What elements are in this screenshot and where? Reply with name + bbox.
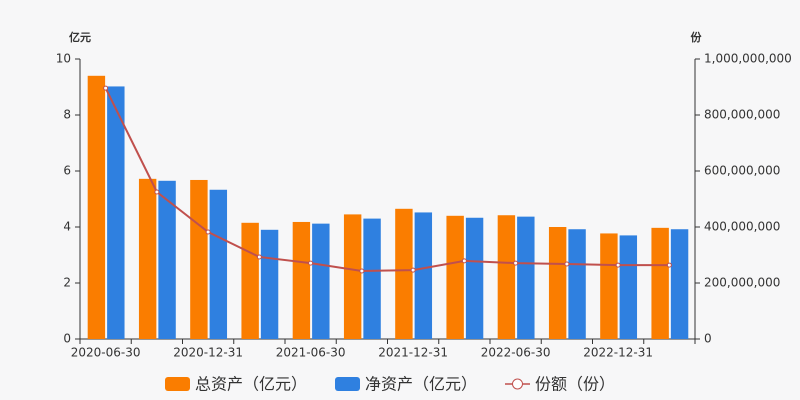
bar [87, 75, 106, 340]
x-tick-label: 2020-12-31 [173, 346, 243, 360]
line-point [205, 229, 211, 235]
y-tick-label: 6 [63, 164, 71, 178]
y-axis-label: 亿元 [69, 30, 91, 44]
x-tick-label: 2021-06-30 [276, 346, 346, 360]
line-point [154, 189, 160, 195]
x-tick-label: 2022-12-31 [583, 346, 653, 360]
legend-swatch [512, 378, 523, 390]
line-point [513, 260, 519, 266]
line-point [666, 262, 672, 268]
x-tick-label: 2021-12-31 [378, 346, 448, 360]
bar [465, 217, 484, 339]
line-point [564, 261, 570, 267]
bar [517, 216, 535, 339]
y2-tick-label: 0 [704, 332, 712, 346]
line-point [256, 254, 262, 260]
y2-tick-label: 1,000,000,000 [704, 52, 792, 66]
bar [651, 227, 669, 339]
line-point [103, 85, 109, 91]
bar [292, 221, 311, 339]
bar [497, 215, 516, 339]
legend-label: 总资产（亿元） [195, 375, 307, 394]
bar [209, 189, 228, 339]
legend-swatch [165, 377, 190, 391]
x-tick-label: 2022-06-30 [481, 346, 551, 360]
bar [363, 218, 381, 339]
y2-tick-label: 600,000,000 [704, 164, 780, 178]
bar [343, 214, 362, 339]
bar [138, 178, 157, 339]
bar [190, 179, 208, 339]
y-tick-label: 4 [63, 220, 71, 234]
y-tick-label: 10 [56, 52, 71, 66]
bar [312, 223, 330, 339]
legend-label: 份额（份） [535, 375, 615, 394]
y2-tick-label: 800,000,000 [704, 108, 780, 122]
line-point [410, 267, 416, 273]
bar [446, 215, 464, 339]
bar [260, 229, 279, 339]
y2-tick-label: 400,000,000 [704, 220, 780, 234]
y2-tick-label: 200,000,000 [704, 276, 780, 290]
y-tick-label: 2 [63, 276, 71, 290]
bar [241, 222, 259, 339]
bar [158, 180, 176, 339]
bar [619, 235, 638, 339]
bar [395, 208, 413, 339]
line-point [461, 258, 467, 264]
y2-axis-label: 份 [691, 30, 703, 44]
line-point [308, 260, 314, 266]
bar [600, 233, 618, 339]
bar [414, 212, 433, 339]
line-point [359, 268, 365, 274]
bar [107, 86, 125, 339]
line [104, 87, 670, 272]
y-tick-label: 8 [63, 108, 71, 122]
y-tick-label: 0 [63, 332, 71, 346]
bar [568, 229, 586, 339]
bar [548, 227, 567, 339]
x-tick-label: 2020-06-30 [71, 346, 141, 360]
line-point [615, 262, 621, 268]
bar [670, 229, 689, 339]
legend-label: 净资产（亿元） [365, 375, 477, 394]
legend-swatch [335, 377, 360, 391]
